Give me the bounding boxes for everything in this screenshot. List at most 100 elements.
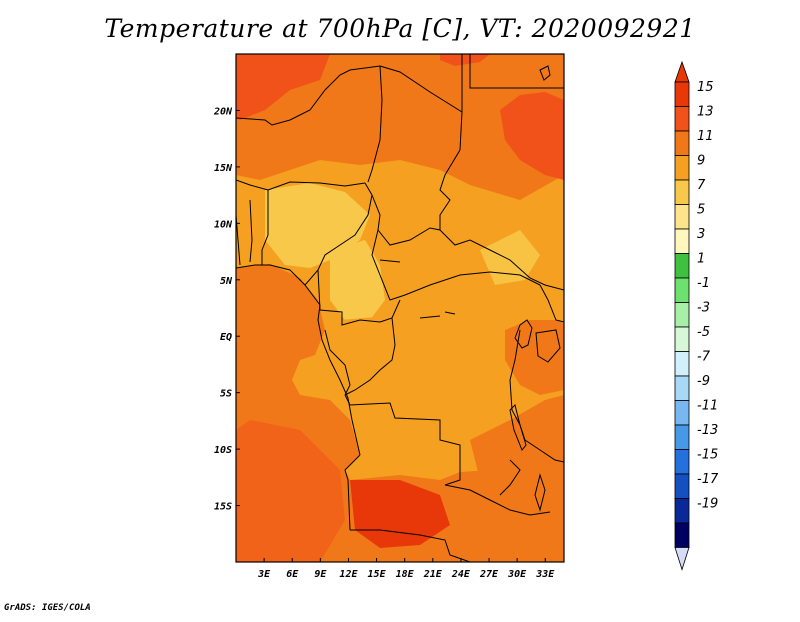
border-gabon-south xyxy=(324,329,351,396)
lon-tick-label: 3E xyxy=(257,569,271,580)
border-sahara xyxy=(236,65,463,126)
lat-tick-label: 5S xyxy=(220,389,232,400)
river-congo xyxy=(419,311,456,319)
field-9c-gabon xyxy=(340,315,400,360)
colorbar-level-label: -11 xyxy=(697,399,718,414)
latitude-axis: 20N 15N 10N 5N EQ 5S 10S 15S xyxy=(213,106,240,513)
longitude-axis: 3E 6E 9E 12E 15E 18E 21E 24E 27E 30E 33E xyxy=(257,558,555,580)
border-benin-nigeria xyxy=(261,190,269,265)
colorbar-segment xyxy=(674,326,690,352)
field-11c-coast xyxy=(236,264,318,305)
border-chad-sudan xyxy=(439,111,463,230)
field-12c-sw xyxy=(236,420,345,562)
colorbar-segment xyxy=(674,155,690,181)
lake-nasser xyxy=(539,65,551,81)
border-angola-coast xyxy=(344,454,361,531)
colorbar-level-label: 15 xyxy=(697,80,714,95)
border-gabon-congo xyxy=(317,269,401,326)
lat-tick-label: 15N xyxy=(214,163,233,174)
colorbar-segment xyxy=(674,179,690,205)
lon-tick-label: 30E xyxy=(507,569,527,580)
border-tanzania-zambia xyxy=(524,439,564,463)
field-7c-east xyxy=(480,230,540,285)
lat-tick-label: 5N xyxy=(220,276,233,287)
colorbar-level-label: 1 xyxy=(697,252,705,267)
colorbar-bottom-cap xyxy=(674,547,690,571)
colorbar-segment xyxy=(674,351,690,377)
border-car-north xyxy=(371,194,564,291)
colorbar-segment xyxy=(674,253,690,279)
colorbar-segment xyxy=(674,400,690,426)
colorbar-segment xyxy=(674,522,690,548)
colorbar-segment xyxy=(674,228,690,254)
field-11c-north xyxy=(236,54,564,200)
colorbar-segment xyxy=(674,277,690,303)
lon-tick-label: 24E xyxy=(451,569,471,580)
country-borders xyxy=(236,54,564,562)
border-angola-drc xyxy=(344,394,461,486)
lake-malawi xyxy=(534,473,546,512)
plot-title: Temperature at 700hPa [C], VT: 202009292… xyxy=(104,14,696,43)
border-car-south xyxy=(371,229,541,301)
border-togo xyxy=(249,199,253,263)
border-zambia-south xyxy=(444,484,551,516)
coastline-west xyxy=(317,304,361,456)
field-13c-south xyxy=(350,480,450,548)
colorbar-segment xyxy=(674,81,690,107)
colorbar-top-cap xyxy=(674,60,690,83)
lat-tick-label: 10S xyxy=(214,445,232,456)
lat-tick-label: EQ xyxy=(220,332,232,343)
colorbar-level-label: 13 xyxy=(697,105,714,120)
colorbar-level-label: 7 xyxy=(697,178,706,193)
lake-tanganyika xyxy=(509,404,527,451)
colorbar-segment xyxy=(674,204,690,230)
border-malawi xyxy=(499,459,521,496)
colorbar: 15 13 11 9 7 5 3 1 -1 -3 -5 -7 -9 -11 -13 -15 -17 -19 xyxy=(674,60,719,571)
colorbar-segment xyxy=(674,302,690,328)
colorbar-level-label: -13 xyxy=(697,423,718,438)
colorbar-level-label: -7 xyxy=(697,350,711,365)
colorbar-level-label: -5 xyxy=(697,325,710,340)
field-11c-lakes xyxy=(505,320,564,395)
coastline-gulf xyxy=(236,264,306,286)
border-angola-namibia xyxy=(350,529,471,562)
colorbar-level-label: -3 xyxy=(697,301,710,316)
field-7c-cameroon xyxy=(330,240,385,320)
grads-credit: GrADS: IGES/COLA xyxy=(4,603,91,613)
lon-tick-label: 33E xyxy=(535,569,555,580)
field-13c-north xyxy=(440,54,490,66)
lon-tick-label: 15E xyxy=(368,569,387,580)
colorbar-segment xyxy=(674,473,690,499)
border-congo-drc xyxy=(344,317,396,396)
border-egypt-sudan xyxy=(469,54,564,89)
border-niger-nigeria xyxy=(236,179,366,191)
colorbar-segment xyxy=(674,106,690,132)
colorbar-segment xyxy=(674,424,690,450)
colorbar-segment xyxy=(674,130,690,156)
lat-tick-label: 20N xyxy=(213,106,233,117)
lon-tick-label: 18E xyxy=(396,569,415,580)
lon-tick-label: 6E xyxy=(286,569,299,580)
colorbar-level-label: 9 xyxy=(697,154,705,169)
lon-tick-label: 12E xyxy=(339,569,358,580)
border-uganda xyxy=(539,284,564,323)
colorbar-level-label: -1 xyxy=(697,276,710,291)
colorbar-level-label: -9 xyxy=(697,374,710,389)
border-nigeria-cameroon xyxy=(304,182,373,306)
map-frame xyxy=(235,53,565,563)
colorbar-segment xyxy=(674,449,690,475)
border-niger-chad xyxy=(367,65,383,183)
colorbar-level-label: 11 xyxy=(697,129,714,144)
lon-tick-label: 21E xyxy=(423,569,443,580)
lon-tick-label: 27E xyxy=(479,569,499,580)
lat-tick-label: 15S xyxy=(214,502,232,513)
colorbar-level-label: -15 xyxy=(697,448,718,463)
lake-victoria-shore xyxy=(535,329,561,363)
colorbar-segment xyxy=(674,498,690,524)
colorbar-segment xyxy=(674,375,690,401)
lon-tick-label: 9E xyxy=(314,569,327,580)
lake-victoria xyxy=(514,319,533,349)
river-ubangi xyxy=(379,259,401,263)
